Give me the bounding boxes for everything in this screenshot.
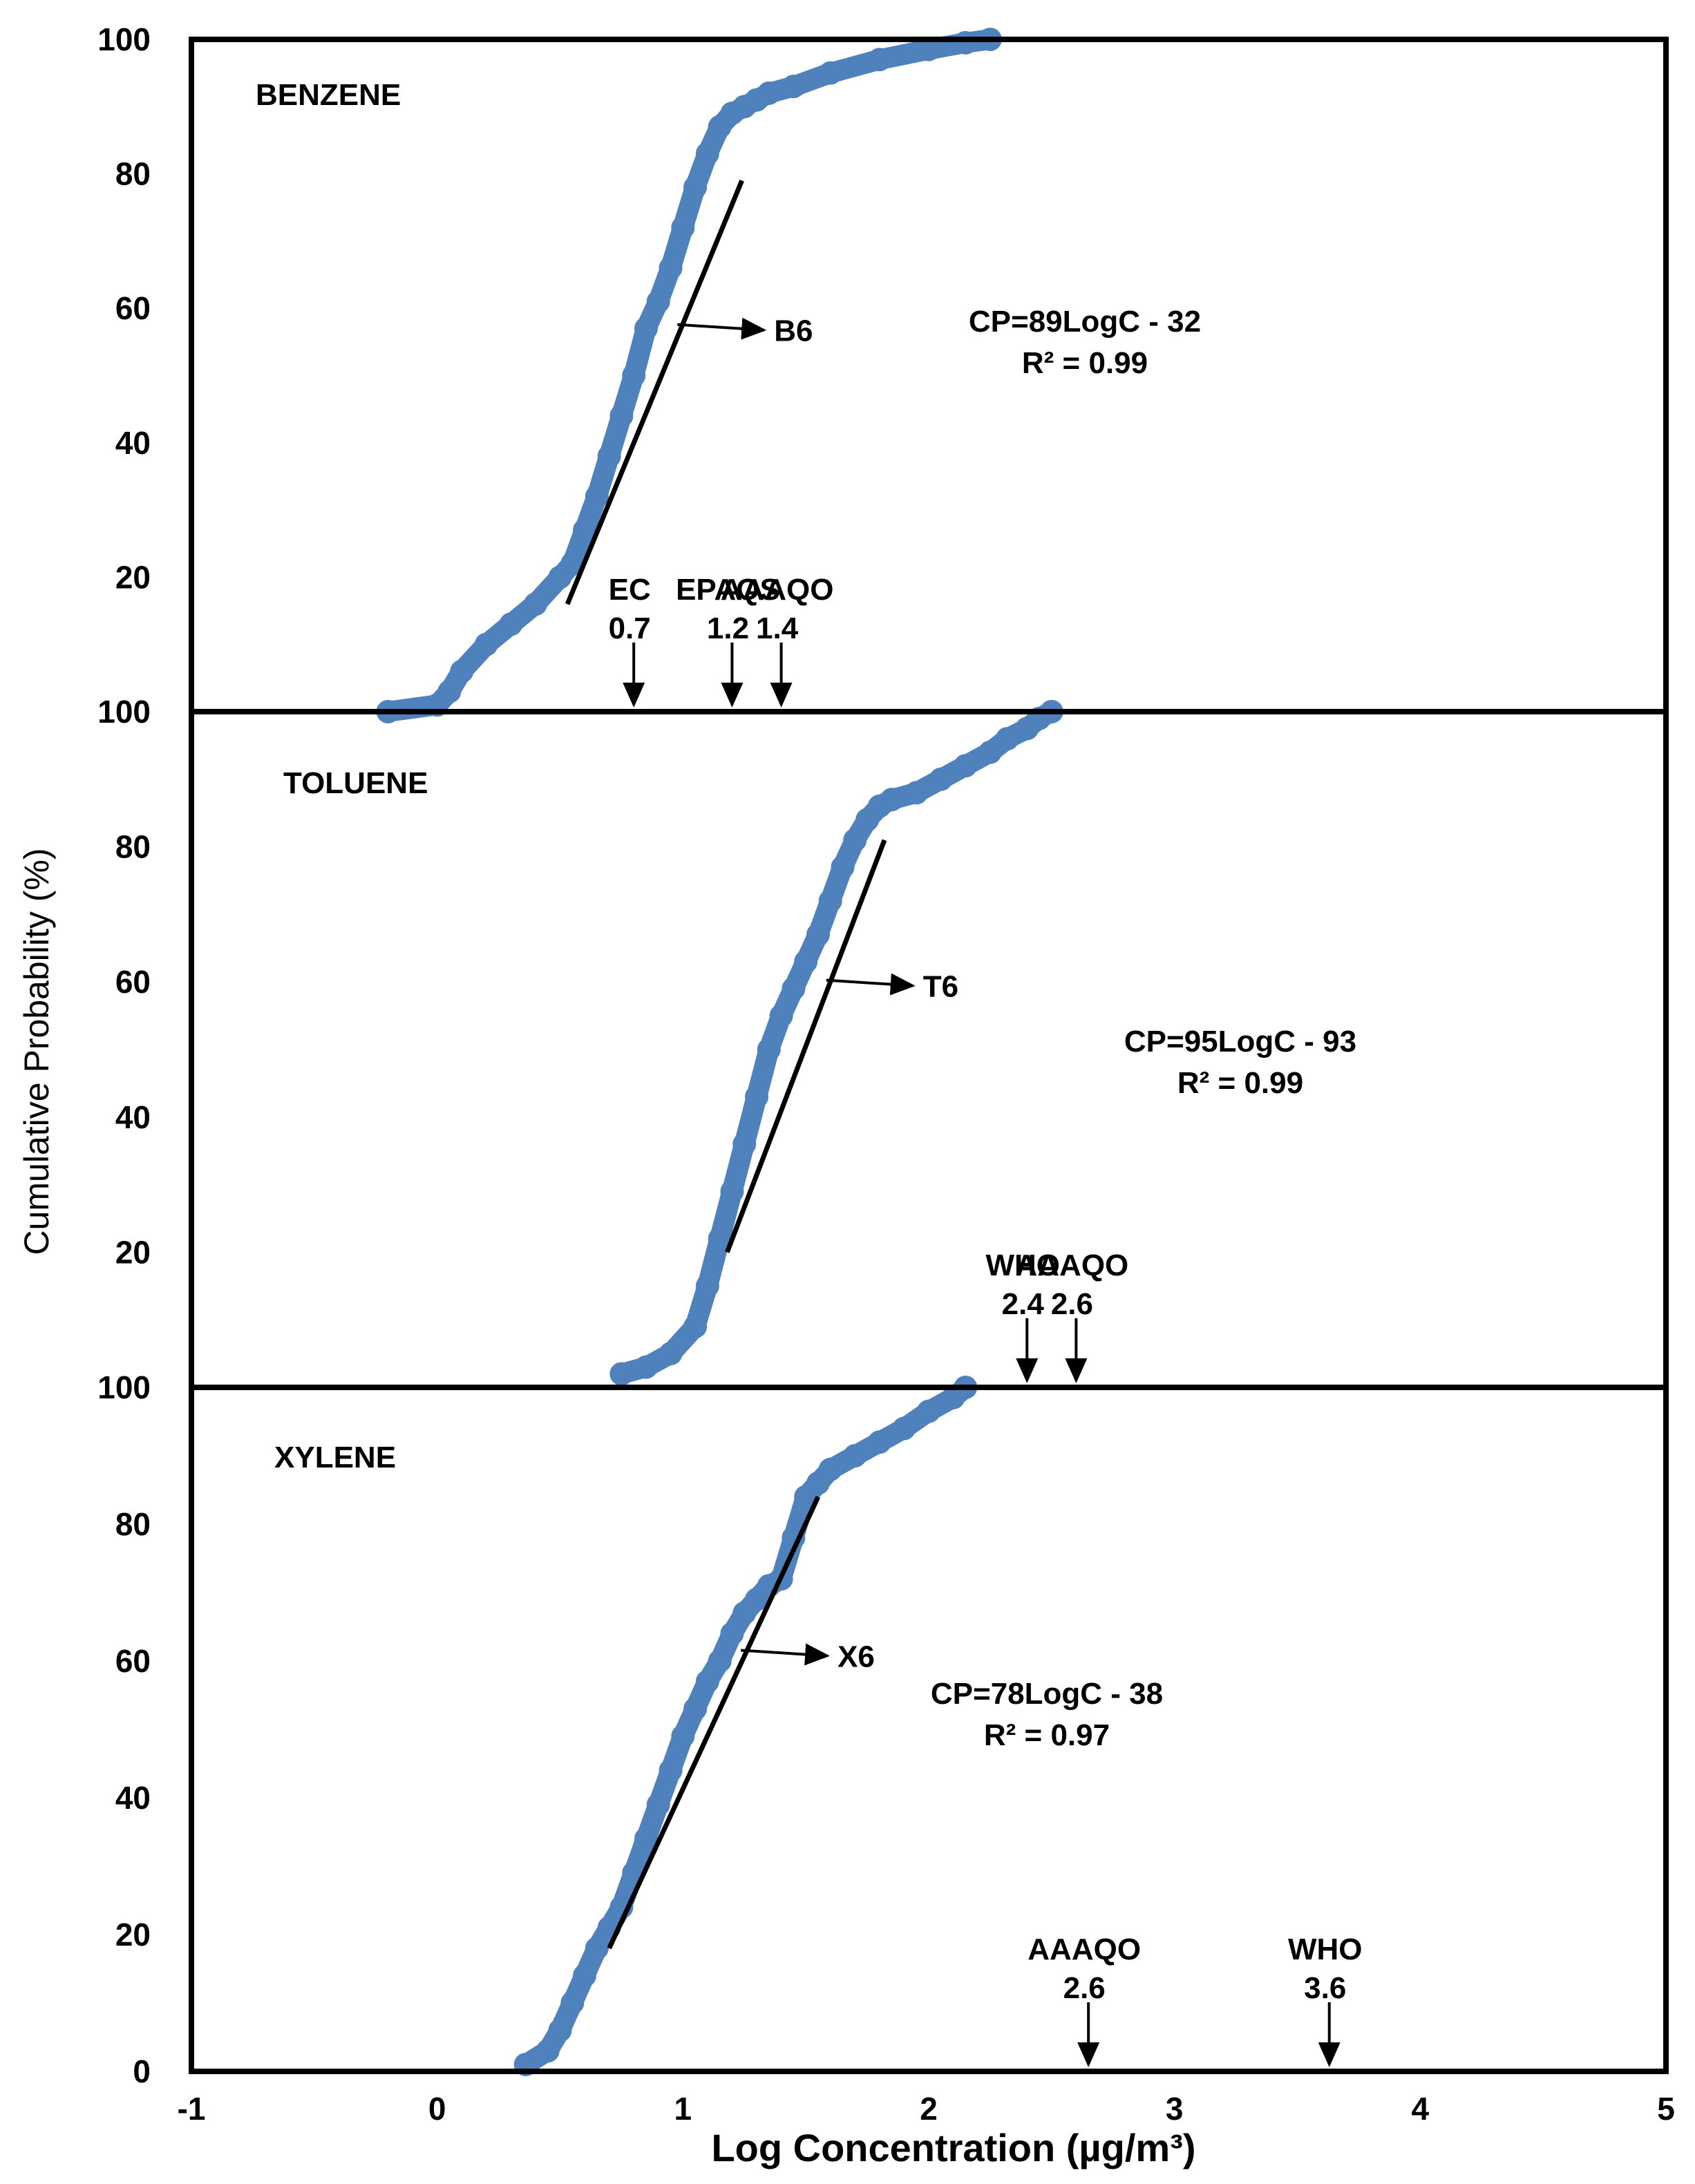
fit-line — [607, 1495, 821, 1950]
panel-title: TOLUENE — [283, 766, 428, 800]
y-tick-label: 60 — [115, 964, 151, 1000]
fit-equation: CP=89LogC - 32 — [969, 305, 1201, 339]
threshold-value: 1.2 — [707, 611, 749, 645]
plot-border — [189, 37, 1669, 2074]
x-tick-label: 4 — [1412, 2091, 1430, 2127]
chart-frame — [189, 37, 1669, 2074]
y-tick-label: 20 — [115, 559, 151, 595]
y-tick-label: 60 — [115, 1643, 151, 1679]
threshold-name: WHO — [1288, 1933, 1363, 1966]
x-tick-labels: -1 0 1 2 3 4 5 — [178, 2091, 1675, 2127]
x-tick-label: 1 — [674, 2091, 692, 2127]
x-axis-label: Log Concentration (µg/m³) — [711, 2126, 1195, 2169]
threshold-name: EC — [609, 573, 651, 607]
threshold-value: 2.4 — [1002, 1287, 1045, 1321]
fit-r-squared: R² = 0.99 — [1022, 346, 1148, 380]
data-trace — [377, 29, 1001, 722]
data-trace — [515, 1377, 976, 2076]
data-trace — [611, 701, 1062, 1385]
y-tick-label: 100 — [97, 694, 151, 730]
threshold-name: AAAQO — [1028, 1933, 1141, 1966]
y-tick-label: 80 — [115, 829, 151, 865]
y-tick-label: 40 — [115, 425, 151, 461]
threshold-value: 2.6 — [1063, 1971, 1106, 2005]
threshold-value: 3.6 — [1304, 1971, 1346, 2005]
threshold-name: AAAQO — [1016, 1248, 1129, 1282]
chart-panels: BENZENE B6 CP=89LogC - 32 R² = 0.99 EC 0.7 EPA… — [256, 28, 1363, 2077]
panel-title: XYLENE — [274, 1441, 396, 1474]
x-tick-label: 0 — [428, 2091, 446, 2127]
x-tick-label: 2 — [920, 2091, 938, 2127]
fit-equation: CP=95LogC - 93 — [1124, 1025, 1356, 1058]
fit-label: B6 — [774, 314, 813, 348]
fit-label: X6 — [837, 1640, 875, 1674]
y-tick-label: 100 — [97, 1369, 151, 1405]
panel-xylene: XYLENE X6 CP=78LogC - 38 R² = 0.97 AAAQO 2.6 W… — [274, 1376, 1363, 2077]
y-tick-label: 100 — [97, 21, 151, 57]
fit-equation: CP=78LogC - 38 — [931, 1677, 1163, 1711]
y-tick-label: 80 — [115, 156, 151, 192]
fit-label: T6 — [923, 970, 958, 1004]
y-tick-labels: 20 40 60 80 100 20 40 60 80 100 0 20 40 60 80 100 — [97, 21, 151, 2089]
y-tick-label: 80 — [115, 1506, 151, 1542]
y-tick-label: 40 — [115, 1099, 151, 1135]
y-tick-label: 40 — [115, 1780, 151, 1816]
fit-label-arrow — [826, 973, 916, 996]
x-tick-label: 5 — [1657, 2091, 1675, 2127]
y-tick-label: 60 — [115, 290, 151, 326]
fit-r-squared: R² = 0.97 — [984, 1718, 1110, 1752]
threshold-value: 0.7 — [609, 611, 651, 645]
threshold-value: 2.6 — [1051, 1287, 1093, 1321]
y-axis-label: Cumulative Probability (%) — [17, 848, 56, 1255]
panel-toluene: TOLUENE T6 CP=95LogC - 93 R² = 0.99 WHO 2.4 AA… — [283, 700, 1356, 1386]
panel-benzene: BENZENE B6 CP=89LogC - 32 R² = 0.99 EC 0.7 EPA… — [256, 28, 1201, 723]
y-tick-label: 20 — [115, 1917, 151, 1953]
threshold-name: AAAQO — [721, 573, 834, 607]
x-tick-label: 3 — [1166, 2091, 1184, 2127]
panel-title: BENZENE — [256, 78, 401, 112]
threshold-value: 1.4 — [756, 611, 799, 645]
fit-line — [725, 839, 887, 1253]
fit-label-arrow — [677, 317, 767, 340]
threshold-name: WHO — [986, 1248, 1061, 1282]
threshold-name: EPAQS — [676, 573, 780, 607]
x-tick-label: -1 — [178, 2091, 206, 2127]
fit-label-arrow — [740, 1643, 831, 1666]
fit-line — [565, 179, 744, 605]
y-tick-label: 0 — [133, 2053, 151, 2089]
fit-r-squared: R² = 0.99 — [1177, 1066, 1303, 1100]
y-tick-label: 20 — [115, 1234, 151, 1270]
